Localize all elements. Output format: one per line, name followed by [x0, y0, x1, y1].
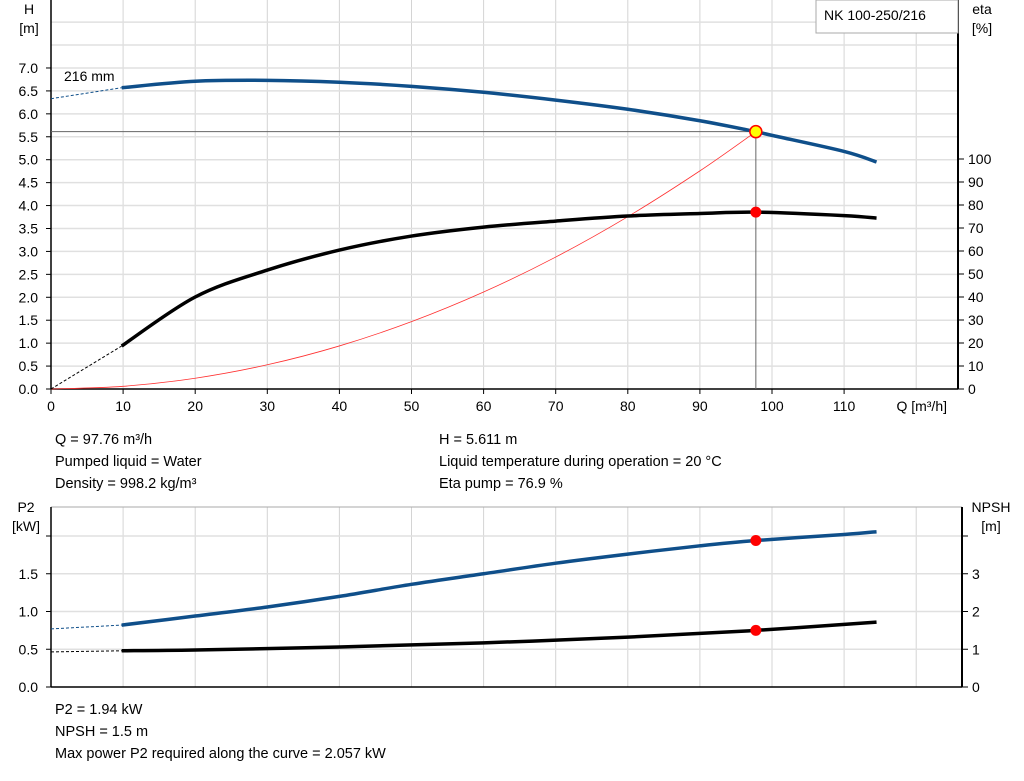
y-axis-label-left: [kW] — [12, 518, 40, 534]
p2-curve — [121, 529, 877, 627]
curve-label: 216 mm — [64, 68, 115, 84]
chart-title: NK 100-250/216 — [824, 7, 926, 23]
y-tick-label-left: 0.5 — [19, 641, 39, 657]
y-tick-label-left: 3.5 — [19, 220, 39, 236]
npsh-duty-point — [750, 624, 762, 636]
y-tick-label-left: 1.0 — [19, 335, 39, 351]
info-top-left: Q = 97.76 m³/h Pumped liquid = Water Den… — [55, 429, 202, 495]
h-curve-extrapolated — [50, 87, 122, 100]
x-tick-label: 0 — [47, 398, 55, 414]
y-tick-label-right: 0 — [968, 381, 976, 397]
y-axis-label-left: H — [24, 1, 34, 17]
y-tick-label-right: 30 — [968, 312, 984, 328]
eta-duty-point — [750, 206, 762, 218]
y-tick-label-right: 50 — [968, 266, 984, 282]
x-tick-label: 50 — [404, 398, 420, 414]
y-axis-label-left: P2 — [17, 499, 34, 515]
y-tick-label-left: 0.5 — [19, 358, 39, 374]
y-tick-label-left: 6.0 — [19, 106, 39, 122]
y-tick-label-right: 60 — [968, 243, 984, 259]
y-axis-label-right: [m] — [981, 518, 1000, 534]
info-q: Q = 97.76 m³/h — [55, 432, 153, 448]
y-tick-label-left: 4.0 — [19, 198, 39, 214]
y-tick-label-left: 1.5 — [19, 566, 39, 582]
x-axis-label: Q [m³/h] — [896, 398, 947, 414]
h-curve — [121, 78, 878, 164]
y-tick-label-right: 40 — [968, 289, 984, 305]
y-tick-label-left: 0.0 — [19, 381, 39, 397]
y-axis-label-right: NPSH — [972, 499, 1011, 515]
eta-curve-extrapolated — [50, 345, 122, 390]
info-max-power: Max power P2 required along the curve = … — [55, 746, 386, 762]
y-axis-label-left: [m] — [19, 20, 38, 36]
info-p2: P2 = 1.94 kW — [55, 702, 143, 718]
y-tick-label-left: 1.5 — [19, 312, 39, 328]
info-bottom: P2 = 1.94 kW NPSH = 1.5 m Max power P2 r… — [55, 699, 386, 765]
y-tick-label-left: 5.0 — [19, 152, 39, 168]
x-tick-label: 60 — [476, 398, 492, 414]
y-tick-label-left: 3.0 — [19, 243, 39, 259]
x-tick-label: 80 — [620, 398, 636, 414]
y-axis-label-right: eta — [972, 1, 992, 17]
p2-duty-point — [750, 535, 762, 547]
title-box — [815, 0, 959, 34]
info-h: H = 5.611 m — [439, 432, 518, 448]
y-tick-label-right: 80 — [968, 197, 984, 213]
y-tick-label-right: 70 — [968, 220, 984, 236]
y-tick-label-right: 10 — [968, 358, 984, 374]
info-temp: Liquid temperature during operation = 20… — [439, 454, 722, 470]
y-tick-label-left: 0.0 — [19, 679, 39, 695]
info-eta: Eta pump = 76.9 % — [439, 476, 563, 492]
y-tick-label-right: 100 — [968, 151, 992, 167]
x-tick-label: 110 — [833, 398, 856, 414]
y-tick-label-right: 3 — [972, 566, 980, 582]
eta-curve — [120, 210, 877, 348]
y-tick-label-left: 7.0 — [19, 60, 39, 76]
npsh-curve — [121, 620, 877, 653]
x-tick-label: 30 — [260, 398, 276, 414]
y-tick-label-left: 6.5 — [19, 83, 39, 99]
npsh-curve-extrapolated — [50, 650, 122, 653]
x-tick-label: 10 — [115, 398, 131, 414]
y-tick-label-left: 2.0 — [19, 289, 39, 305]
y-axis-label-right: [%] — [972, 20, 992, 36]
system-curve — [50, 131, 757, 390]
x-tick-label: 40 — [332, 398, 348, 414]
info-npsh: NPSH = 1.5 m — [55, 724, 149, 740]
y-tick-label-right: 20 — [968, 335, 984, 351]
y-tick-label-right: 90 — [968, 174, 984, 190]
y-tick-label-left: 4.5 — [19, 175, 39, 191]
y-tick-label-left: 2.5 — [19, 266, 39, 282]
info-top-right: H = 5.611 m Liquid temperature during op… — [439, 429, 722, 495]
info-density: Density = 998.2 kg/m³ — [55, 476, 197, 492]
y-tick-label-right: 0 — [972, 679, 980, 695]
info-liquid: Pumped liquid = Water — [55, 454, 202, 470]
y-tick-label-right: 1 — [972, 641, 980, 657]
x-tick-label: 100 — [760, 398, 784, 414]
x-tick-label: 70 — [548, 398, 564, 414]
y-tick-label-left: 5.5 — [19, 129, 39, 145]
y-tick-label-right: 2 — [972, 604, 980, 620]
x-tick-label: 90 — [692, 398, 708, 414]
y-tick-label-left: 1.0 — [19, 604, 39, 620]
p2-curve-extrapolated — [50, 624, 122, 630]
x-tick-label: 20 — [187, 398, 203, 414]
duty-point — [749, 124, 763, 139]
